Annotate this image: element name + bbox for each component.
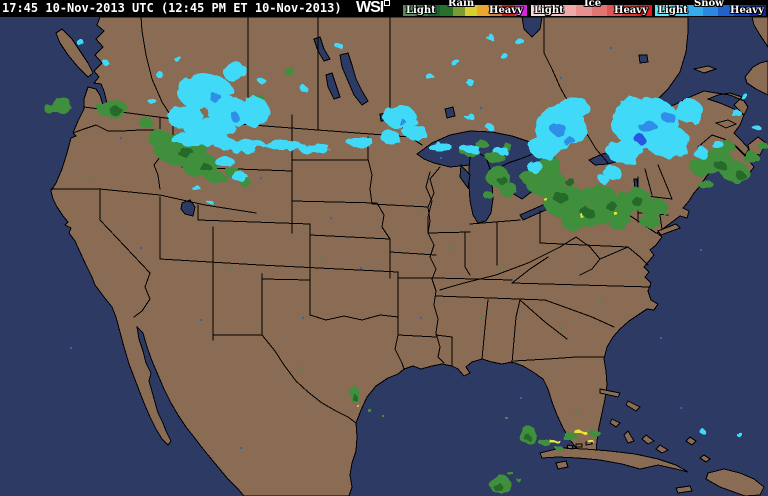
legend-color-step — [734, 5, 751, 16]
james-bay — [521, 17, 543, 38]
legend-color-step — [750, 5, 767, 16]
bc-alberta-border — [140, 17, 174, 120]
logo-registered-mark — [384, 0, 391, 6]
ohio-river — [439, 236, 577, 291]
jamaica — [675, 485, 693, 494]
legend-color-step — [415, 5, 428, 16]
legend-rain-heavy-label: Heavy — [489, 5, 523, 16]
legend-color-step — [670, 5, 687, 16]
legend-color-step — [452, 5, 466, 16]
legend-color-step — [403, 5, 416, 16]
lake-winnipeg — [339, 52, 369, 106]
anticosti-island — [692, 65, 718, 74]
legend-color-step — [546, 5, 562, 16]
cuba — [539, 447, 689, 473]
newfoundland — [744, 60, 768, 96]
ontario-quebec-border — [543, 17, 609, 164]
legend-snow-title: Snow — [694, 0, 724, 9]
legend-color-step — [531, 5, 547, 16]
green-bay — [459, 163, 471, 190]
isle-of-youth — [555, 460, 569, 470]
legend-color-step — [718, 5, 735, 16]
timestamp-text: 17:45 10-Nov-2013 UTC (12:45 PM ET 10-No… — [2, 1, 342, 15]
legend-rain-title: Rain — [448, 0, 475, 9]
bahamas-islands — [599, 388, 711, 463]
wsi-logo: WSI — [356, 0, 391, 16]
lake-nipigon — [444, 106, 456, 119]
legend-color-step — [686, 5, 703, 16]
legend-color-step — [561, 5, 577, 16]
legend-color-step — [477, 5, 490, 16]
radar-map — [0, 17, 768, 496]
header-bar: 17:45 10-Nov-2013 UTC (12:45 PM ET 10-No… — [0, 0, 768, 17]
quebec-north-corner — [751, 17, 768, 48]
legend-color-step — [440, 5, 453, 16]
legend-color-step — [576, 5, 592, 16]
lake-manitoba — [325, 72, 341, 100]
legend-ice-light-label: Light — [534, 5, 564, 16]
legend-ice-title: Ice — [584, 0, 602, 9]
legend-ice-heavy-label: Heavy — [614, 5, 648, 16]
prince-edward-island — [714, 119, 738, 129]
hispaniola — [705, 468, 765, 496]
snow-radar-layer — [76, 34, 760, 437]
legend-color-step — [636, 5, 652, 16]
legend-color-step — [702, 5, 719, 16]
legend-ice-gradient — [531, 5, 652, 16]
legend-color-step — [502, 5, 515, 16]
legend-color-step — [427, 5, 441, 16]
legend-color-step — [489, 5, 503, 16]
legend-rain-gradient — [403, 5, 528, 16]
lac-saint-jean — [638, 54, 649, 64]
long-island — [657, 223, 681, 236]
mississippi-river — [425, 171, 445, 364]
legend-color-step — [465, 5, 478, 16]
legend-snow-gradient — [655, 5, 767, 16]
noise-speckles — [70, 47, 702, 449]
legend-color-step — [655, 5, 671, 16]
vancouver-island — [55, 28, 94, 78]
legend-snow-light-label: Light — [658, 5, 688, 16]
legend-color-step — [514, 5, 528, 16]
legend-rain-light-label: Light — [406, 5, 436, 16]
legend-color-step — [591, 5, 607, 16]
great-salt-lake — [180, 199, 196, 217]
legend-color-step — [621, 5, 637, 16]
legend-color-step — [606, 5, 622, 16]
legend-snow-heavy-label: Heavy — [730, 5, 764, 16]
